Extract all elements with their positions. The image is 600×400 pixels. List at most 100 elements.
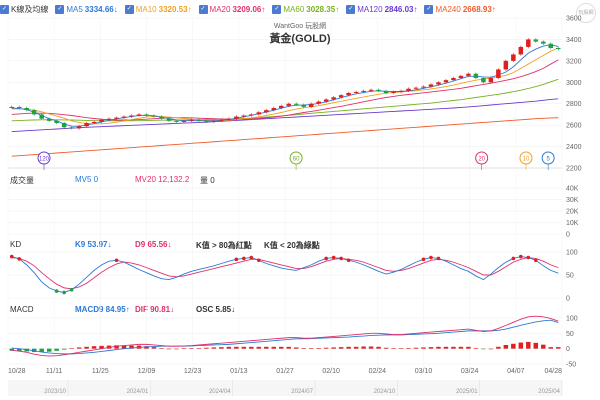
volume-tick-label: 40K (566, 186, 579, 193)
kd-note-red: K值 > 80為紅點 (196, 241, 252, 250)
candle-body (518, 46, 524, 55)
kd-red-dot (324, 256, 328, 261)
osc-bar (234, 346, 239, 349)
checkbox-icon[interactable]: ✓ (55, 4, 65, 14)
marker-label: 20 (478, 156, 485, 162)
legend-ma20[interactable]: ✓ MA20 3209.06↑ (198, 4, 266, 14)
macd-tick-label: -50 (566, 362, 576, 369)
kd-red-dot (331, 255, 336, 260)
volume-tick-label: 0 (566, 232, 570, 239)
kd-tick-label: 100 (566, 250, 578, 257)
candle-body (256, 112, 262, 115)
x-tick-label: 02/24 (369, 368, 387, 375)
osc-bar (413, 347, 419, 349)
price-tick-label: 2400 (566, 144, 582, 151)
kd-note-green: K值 < 20為綠點 (264, 241, 320, 250)
candle-body (136, 114, 142, 116)
osc-bar (286, 346, 291, 349)
osc-bar (9, 348, 14, 351)
candle-body (503, 60, 509, 70)
candle-body (391, 91, 396, 93)
candle-body (174, 120, 179, 122)
legend-ma240[interactable]: ✓ MA240 2668.93↑ (424, 4, 496, 14)
marker-circle (37, 151, 51, 165)
candle-body (39, 114, 44, 119)
volume-panel: 0 10K 20K 30K 40K (566, 186, 579, 239)
kd-label: KD (10, 240, 22, 249)
osc-bar (46, 348, 52, 352)
candle-body (264, 110, 269, 113)
candle-body (226, 118, 232, 120)
osc-bar (121, 345, 127, 349)
candle-body (24, 108, 29, 111)
candle-body (436, 82, 441, 85)
x-tick-label: 11/25 (92, 368, 109, 375)
osc-bar (211, 347, 217, 349)
k-line (11, 256, 559, 293)
candle-body (511, 54, 516, 61)
price-tick-label: 3200 (566, 58, 582, 65)
osc-bar (481, 348, 486, 350)
kd-red-dot (533, 258, 538, 263)
ma120-line (11, 98, 559, 133)
candle-body (9, 106, 14, 108)
osc-bar (256, 346, 262, 349)
kd-green-dot (62, 290, 66, 295)
osc-bar (383, 347, 389, 349)
candle-body (219, 119, 224, 121)
volume-tick-label: 30K (566, 197, 579, 204)
osc-bar (556, 347, 561, 349)
candle-body (286, 103, 291, 106)
price-legend-label: ✓ K線及均線 (0, 4, 49, 14)
candle-body (99, 119, 104, 122)
year-tick-label: 2024/10 (374, 389, 396, 395)
osc-bar (466, 346, 471, 349)
candle-body (323, 99, 329, 102)
macd-panel: -50 0 50 100 (9, 315, 578, 369)
legend-ma5[interactable]: ✓ MA5 3334.66↓ (55, 4, 118, 14)
osc-bar (376, 346, 381, 349)
volume-label: 成交量 (10, 176, 34, 185)
legend-ma60[interactable]: ✓ MA60 3028.35↑ (272, 4, 340, 14)
osc-bar (361, 346, 366, 349)
legend-ma120[interactable]: ✓ MA120 2846.03↑ (346, 4, 418, 14)
overview-strip (8, 380, 562, 396)
candle-body (151, 115, 157, 117)
checkbox-icon[interactable]: ✓ (346, 4, 356, 14)
candlesticks (9, 38, 561, 130)
candle-body (241, 115, 247, 117)
checkbox-icon[interactable]: ✓ (198, 4, 208, 14)
candle-body (383, 90, 389, 93)
candle-body (159, 116, 164, 119)
checkbox-icon[interactable]: ✓ (0, 4, 9, 14)
macd-tick-label: 0 (566, 346, 570, 353)
kd-red-dot (9, 254, 14, 259)
checkbox-icon[interactable]: ✓ (424, 4, 434, 14)
candle-body (46, 118, 52, 121)
candle-body (181, 120, 187, 122)
checkbox-icon[interactable]: ✓ (272, 4, 282, 14)
checkbox-icon[interactable]: ✓ (124, 4, 134, 14)
watermark: WantGoo 玩股網 (274, 21, 326, 30)
kd-tick-label: 50 (566, 273, 574, 280)
osc-bar (31, 348, 37, 353)
year-tick-label: 2024/01 (127, 389, 149, 395)
osc-bar (541, 344, 546, 349)
dif-line (11, 315, 559, 357)
legend-ma10[interactable]: ✓ MA10 3320.53↑ (124, 4, 192, 14)
x-tick-label: 12/09 (138, 368, 156, 375)
osc-bar (301, 348, 306, 349)
candle-body (338, 95, 344, 98)
candle-body (376, 89, 381, 91)
osc-bar (473, 348, 479, 349)
marker-circle (475, 151, 489, 165)
candle-body (129, 115, 134, 117)
candle-body (31, 110, 37, 115)
osc-bar (84, 346, 89, 349)
candle-body (346, 93, 351, 96)
candle-body (61, 123, 67, 128)
osc-bar (293, 347, 299, 349)
osc-bar (99, 345, 104, 349)
osc-bar (54, 348, 59, 351)
